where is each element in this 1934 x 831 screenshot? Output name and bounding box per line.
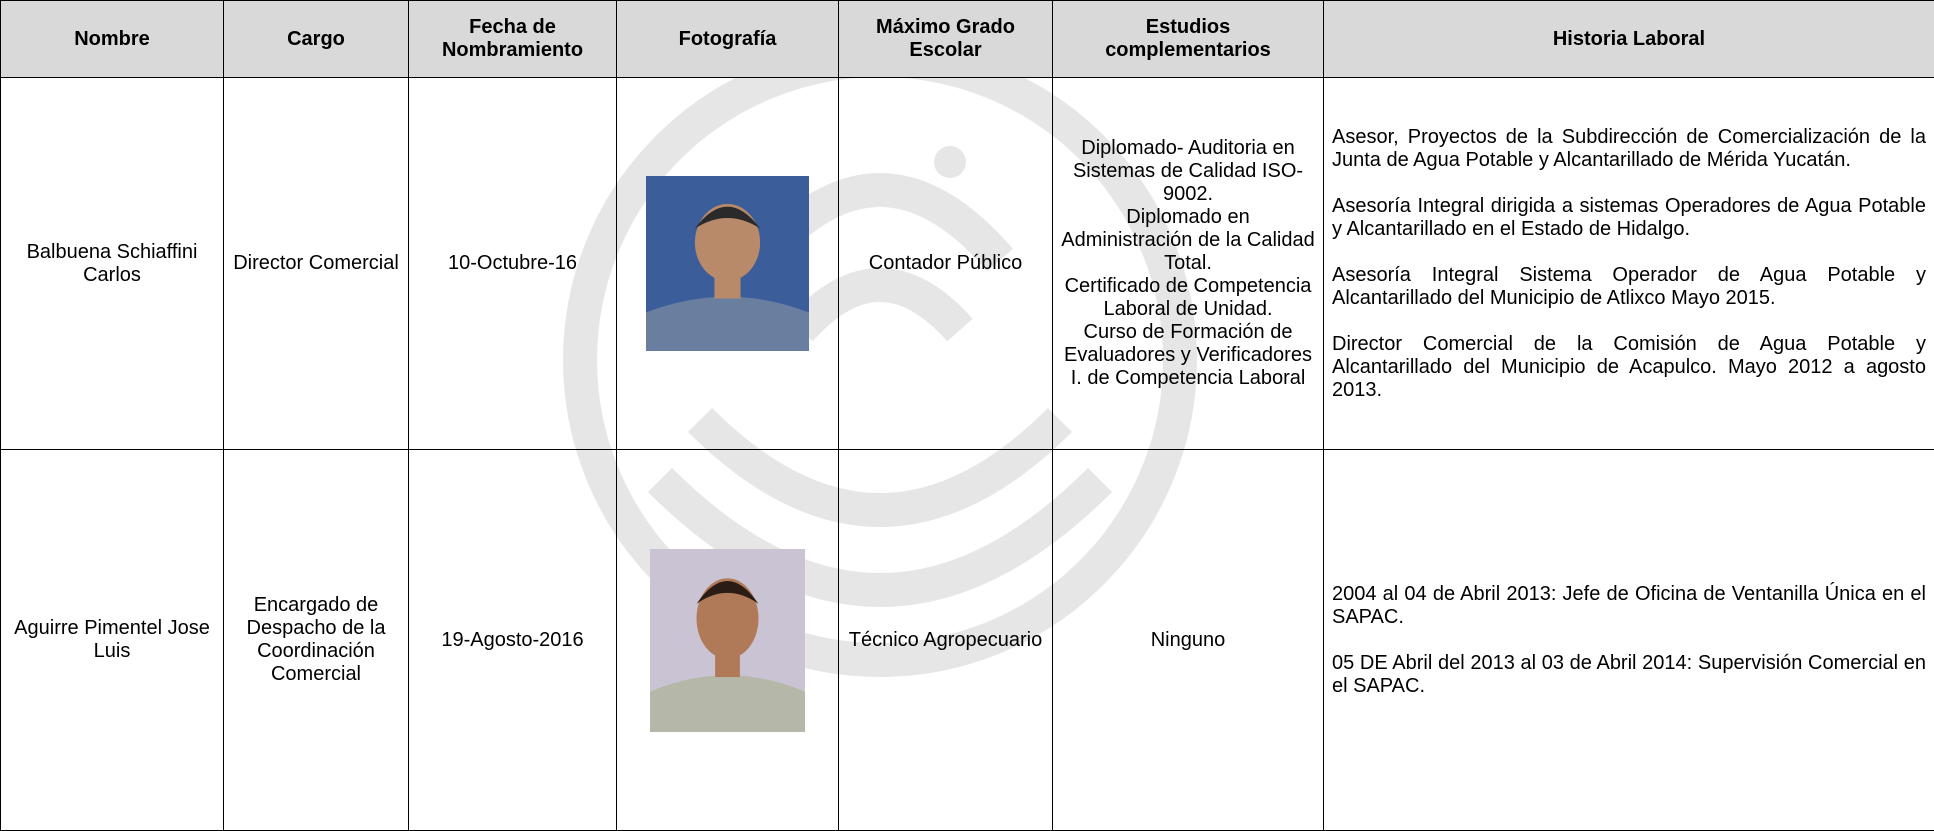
header-cell: Fotografía	[617, 1, 839, 78]
study-item: Ninguno	[1061, 629, 1315, 652]
history-cell: 2004 al 04 de Abril 2013: Jefe de Oficin…	[1324, 450, 1934, 831]
history-item: Director Comercial de la Comisión de Agu…	[1332, 333, 1926, 402]
date-cell: 19-Agosto-2016	[409, 450, 617, 831]
degree-cell: Técnico Agropecuario	[839, 450, 1053, 831]
header-cell: Máximo Grado Escolar	[839, 1, 1053, 78]
photo	[650, 549, 805, 732]
photo-cell	[617, 78, 839, 450]
study-item: Curso de Formación de Evaluadores y Veri…	[1061, 321, 1315, 390]
history-item: 05 DE Abril del 2013 al 03 de Abril 2014…	[1332, 652, 1926, 698]
study-item: Diplomado- Auditoria en Sistemas de Cali…	[1061, 137, 1315, 206]
history-item: Asesor, Proyectos de la Subdirección de …	[1332, 126, 1926, 172]
study-item: Diplomado en Administración de la Calida…	[1061, 206, 1315, 275]
history-item: Asesoría Integral dirigida a sistemas Op…	[1332, 195, 1926, 241]
studies-cell: Ninguno	[1053, 450, 1324, 831]
history-item: Asesoría Integral Sistema Operador de Ag…	[1332, 264, 1926, 310]
header-cell: Historia Laboral	[1324, 1, 1934, 78]
header-cell: Estudios complementarios	[1053, 1, 1324, 78]
studies-cell: Diplomado- Auditoria en Sistemas de Cali…	[1053, 78, 1324, 450]
position-cell: Encargado de Despacho de la Coordinación…	[224, 450, 409, 831]
date-cell: 10-Octubre-16	[409, 78, 617, 450]
history-item: 2004 al 04 de Abril 2013: Jefe de Oficin…	[1332, 583, 1926, 629]
study-item: Certificado de Competencia Laboral de Un…	[1061, 275, 1315, 321]
photo	[646, 176, 809, 351]
degree-cell: Contador Público	[839, 78, 1053, 450]
header-cell: Fecha de Nombramiento	[409, 1, 617, 78]
photo-cell	[617, 450, 839, 831]
name-cell: Aguirre Pimentel Jose Luis	[1, 450, 224, 831]
name-cell: Balbuena Schiaffini Carlos	[1, 78, 224, 450]
position-cell: Director Comercial	[224, 78, 409, 450]
header-cell: Cargo	[224, 1, 409, 78]
header-cell: Nombre	[1, 1, 224, 78]
history-cell: Asesor, Proyectos de la Subdirección de …	[1324, 78, 1934, 450]
